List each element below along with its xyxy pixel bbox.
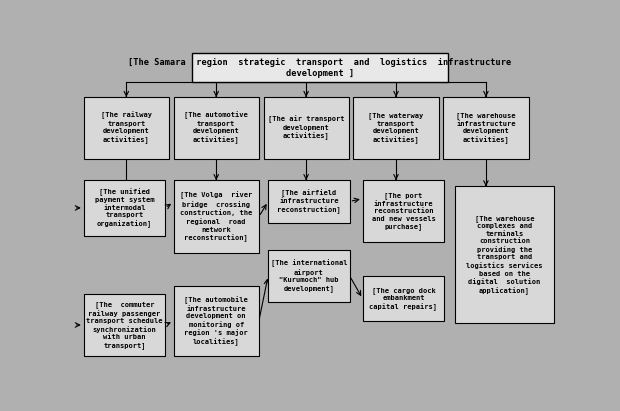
- Text: [The waterway
transport
development
activities]: [The waterway transport development acti…: [368, 112, 423, 143]
- Text: [The port
infrastructure
reconstruction
and new vessels
purchase]: [The port infrastructure reconstruction …: [371, 192, 435, 230]
- FancyBboxPatch shape: [363, 277, 444, 321]
- Text: [The airfield
infrastructure
reconstruction]: [The airfield infrastructure reconstruct…: [277, 189, 341, 214]
- Text: [The railway
transport
development
activities]: [The railway transport development activ…: [101, 112, 152, 144]
- FancyBboxPatch shape: [363, 180, 444, 242]
- Text: [The  commuter
railway passenger
transport schedule
synchronization
with urban
t: [The commuter railway passenger transpor…: [86, 301, 162, 349]
- FancyBboxPatch shape: [192, 53, 448, 83]
- FancyBboxPatch shape: [84, 294, 165, 356]
- FancyBboxPatch shape: [174, 286, 259, 356]
- FancyBboxPatch shape: [268, 249, 350, 302]
- Text: [The Volga  river
bridge  crossing
construction, the
regional  road
network
reco: [The Volga river bridge crossing constru…: [180, 192, 252, 242]
- Text: [The cargo dock
embankment
capital repairs]: [The cargo dock embankment capital repai…: [370, 287, 437, 311]
- Text: [The warehouse
infrastructure
development
activities]: [The warehouse infrastructure developmen…: [456, 112, 516, 143]
- Text: [The Samara  region  strategic  transport  and  logistics  infrastructure
develo: [The Samara region strategic transport a…: [128, 58, 512, 78]
- Text: [The automotive
transport
development
activities]: [The automotive transport development ac…: [184, 112, 248, 144]
- FancyBboxPatch shape: [84, 97, 169, 159]
- Text: [The air transport
development
activities]: [The air transport development activitie…: [268, 115, 344, 140]
- FancyBboxPatch shape: [264, 97, 348, 159]
- Text: [The unified
payment system
intermodal
transport
organization]: [The unified payment system intermodal t…: [95, 188, 154, 228]
- FancyBboxPatch shape: [84, 180, 165, 236]
- FancyBboxPatch shape: [353, 97, 439, 159]
- FancyBboxPatch shape: [174, 97, 259, 159]
- FancyBboxPatch shape: [268, 180, 350, 223]
- FancyBboxPatch shape: [443, 97, 528, 159]
- Text: [The warehouse
complexes and
terminals
construction
providing the
transport and
: [The warehouse complexes and terminals c…: [466, 215, 542, 295]
- FancyBboxPatch shape: [174, 180, 259, 253]
- Text: [The international
airport
"Kurumoch" hub
development]: [The international airport "Kurumoch" hu…: [270, 259, 347, 292]
- FancyBboxPatch shape: [455, 186, 554, 323]
- Text: [The automobile
infrastructure
development on
monitoring of
region 's major
loca: [The automobile infrastructure developme…: [184, 296, 248, 346]
